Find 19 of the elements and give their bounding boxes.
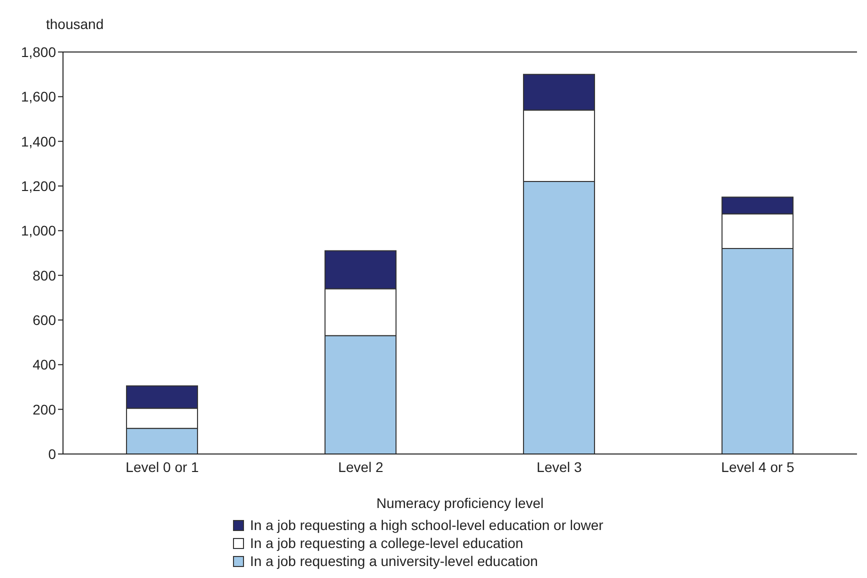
y-tick-label: 1,400 — [20, 133, 56, 150]
x-axis-title: Numeracy proficiency level — [376, 495, 544, 511]
legend-label: In a job requesting a college-level education — [250, 534, 524, 552]
x-tick-label: Level 4 or 5 — [721, 458, 795, 475]
y-tick-label: 1,000 — [20, 222, 56, 239]
legend-label: In a job requesting a university-level education — [250, 552, 538, 570]
y-axis-title: thousand — [46, 16, 104, 32]
x-tick-label: Level 3 — [536, 458, 582, 475]
y-tick-label: 600 — [32, 312, 56, 328]
y-tick-label: 1,800 — [20, 44, 56, 60]
x-tick-label: Level 2 — [338, 458, 384, 475]
y-tick-label: 1,600 — [20, 88, 56, 105]
y-tick-label: 1,200 — [20, 178, 56, 194]
y-tick-label: 200 — [32, 401, 56, 418]
legend-label: In a job requesting a high school-level education or lower — [250, 516, 604, 534]
y-tick-label: 800 — [32, 267, 56, 284]
y-tick-label: 0 — [48, 446, 56, 462]
y-tick-label: 400 — [32, 356, 56, 373]
x-tick-label: Level 0 or 1 — [126, 458, 200, 475]
